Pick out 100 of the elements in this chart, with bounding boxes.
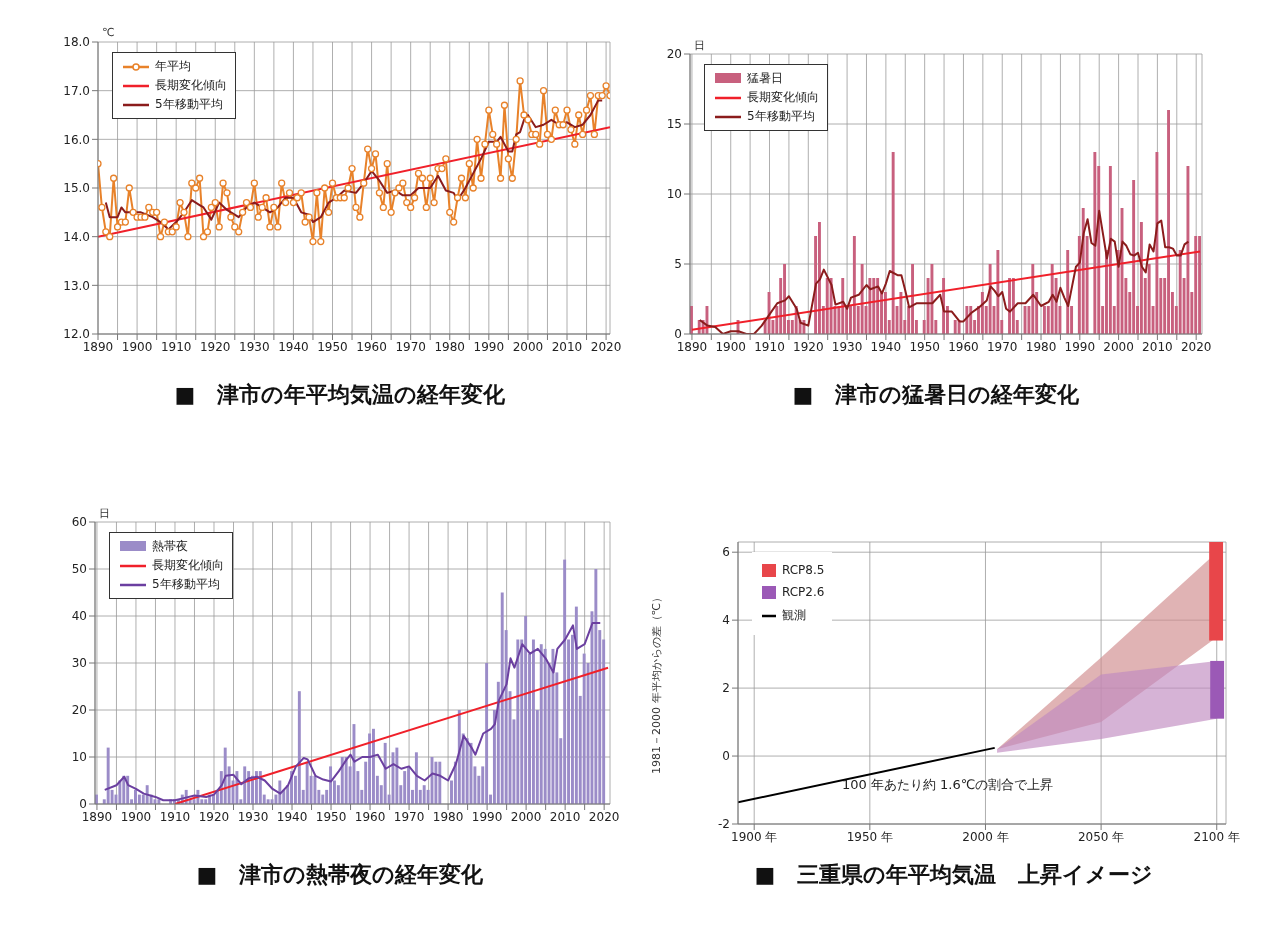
- bar: [465, 738, 469, 804]
- y-tick-label: 10: [71, 750, 87, 765]
- bar: [344, 757, 348, 804]
- x-tick-label: 1930: [831, 339, 863, 354]
- bar: [395, 747, 399, 804]
- bar: [899, 292, 903, 334]
- y-tick-label: 30: [71, 656, 87, 671]
- x-tick-label: 1930: [239, 339, 270, 354]
- legend-label: 猛暑日: [747, 70, 783, 87]
- bar: [1198, 236, 1202, 334]
- x-tick-label: 1960: [354, 809, 386, 824]
- bar: [485, 663, 489, 804]
- text: ■ 津市の年平均気温の経年変化: [173, 381, 507, 409]
- bar: [883, 292, 887, 334]
- bar: [403, 771, 407, 804]
- bar: [860, 264, 864, 334]
- bar: [422, 785, 426, 804]
- y-tick-label: 13.0: [63, 278, 90, 293]
- y-tick-label: 10: [666, 187, 682, 202]
- bar: [500, 592, 504, 804]
- bar: [1108, 166, 1112, 334]
- bar: [594, 569, 598, 804]
- x-tick-label: 2010: [549, 809, 581, 824]
- x-tick-label: 1970: [395, 339, 426, 354]
- bar: [1011, 278, 1015, 334]
- x-tick-label: 1960: [948, 339, 979, 354]
- y-axis-title: 日: [694, 38, 705, 53]
- bar: [434, 761, 438, 804]
- y-tick-label: 14.0: [63, 229, 90, 244]
- bar: [574, 606, 578, 804]
- x-tick-label: 1920: [199, 339, 231, 354]
- bar: [852, 236, 856, 334]
- bar: [1178, 250, 1182, 334]
- x-tick-label: 1890: [82, 339, 114, 354]
- bar: [876, 278, 880, 334]
- bar: [1186, 166, 1190, 334]
- bar: [872, 278, 876, 334]
- y-tick-label: 15: [666, 117, 682, 132]
- x-tick-label: 1890: [81, 809, 113, 824]
- legend-label: 観測: [782, 607, 806, 624]
- x-tick-label: 1950: [317, 339, 348, 354]
- bar: [818, 222, 821, 334]
- legend-label: 長期変化傾向: [747, 89, 819, 106]
- text: ■ 三重県の年平均気温 上昇イメージ: [753, 861, 1155, 889]
- y-tick-label: 2: [722, 681, 730, 696]
- x-tick-label: 1960: [356, 339, 387, 354]
- bar: [368, 733, 372, 804]
- bar: [539, 644, 543, 804]
- bar: [457, 710, 461, 804]
- bar: [1008, 278, 1011, 334]
- legend-label: 5年移動平均: [747, 108, 815, 125]
- legend-label: 長期変化傾向: [155, 77, 227, 94]
- y-tick-label: 17.0: [63, 83, 90, 98]
- bar: [563, 559, 567, 804]
- bar: [891, 152, 895, 334]
- x-tick-label: 1990: [471, 809, 503, 824]
- x-tick-label: 1920: [198, 809, 230, 824]
- y-tick-label: 0: [674, 327, 682, 342]
- legend-label: 年平均: [155, 58, 191, 75]
- y-tick-label: 40: [71, 609, 87, 624]
- legend-label: RCP2.6: [782, 585, 825, 599]
- bar: [1093, 152, 1097, 334]
- x-tick-label: 1900: [715, 339, 746, 354]
- x-tick-label: 1980: [434, 339, 466, 354]
- y-axis-title: 日: [99, 506, 110, 521]
- x-tick-label: 2020: [588, 809, 620, 824]
- y-tick-label: 4: [722, 613, 730, 628]
- x-tick-label: 1990: [1064, 339, 1096, 354]
- x-tick-label: 2000: [1103, 339, 1134, 354]
- y-tick-label: 20: [71, 703, 87, 718]
- x-tick-label: 1930: [237, 809, 269, 824]
- y-tick-label: 18.0: [63, 35, 90, 50]
- bar: [1147, 264, 1151, 334]
- bar: [1155, 152, 1159, 334]
- x-tick-label: 1950: [315, 809, 347, 824]
- bar: [329, 766, 333, 804]
- bar: [988, 264, 992, 334]
- x-tick-label: 1910: [160, 339, 192, 354]
- y-tick-label: 5: [674, 257, 682, 272]
- y-tick-label: 12.0: [63, 327, 90, 342]
- bar: [996, 250, 1000, 334]
- x-tick-label: 2020: [590, 339, 622, 354]
- x-tick-label: 2000: [510, 809, 542, 824]
- y-axis-title: ℃: [102, 26, 115, 39]
- legend-label: 5年移動平均: [155, 96, 223, 113]
- bar: [134, 789, 137, 804]
- bar: [551, 648, 555, 804]
- x-tick-label: 1980: [432, 809, 464, 824]
- x-tick-label: 2010: [551, 339, 583, 354]
- text: ■ 津市の猛暑日の経年変化: [791, 381, 1081, 409]
- bar: [407, 766, 411, 804]
- bar: [1139, 222, 1143, 334]
- bar: [1050, 264, 1054, 334]
- bar: [930, 264, 934, 334]
- x-tick-label: 1950 年: [846, 829, 894, 844]
- y-tick-label: 50: [71, 562, 87, 577]
- y-tick-label: 20: [666, 47, 682, 62]
- y-tick-label: 6: [722, 545, 730, 560]
- bar: [297, 691, 301, 804]
- line-series: [698, 209, 1190, 334]
